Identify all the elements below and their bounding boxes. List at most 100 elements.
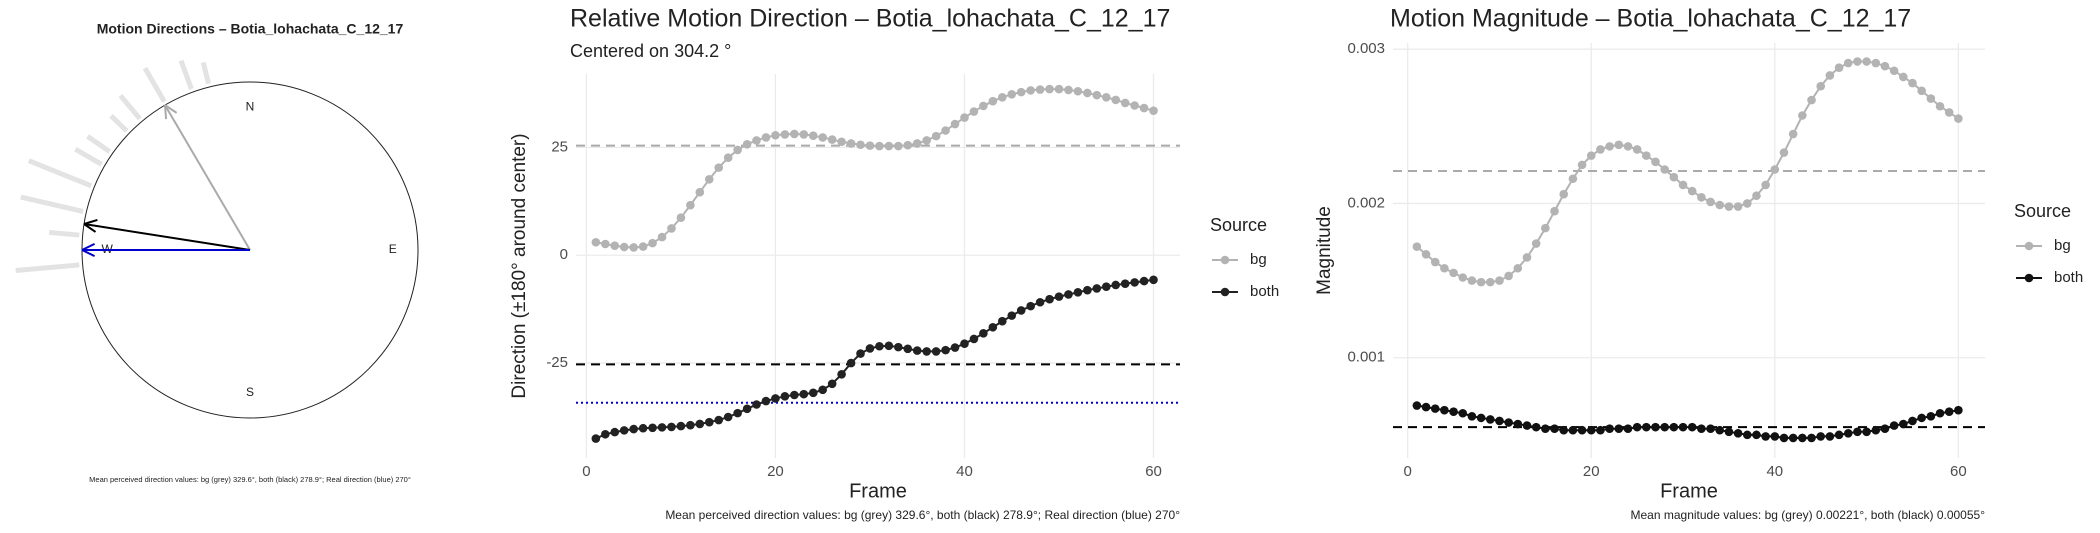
data-point bbox=[657, 232, 667, 242]
data-point bbox=[761, 133, 771, 142]
data-point bbox=[1623, 142, 1633, 151]
data-point bbox=[610, 241, 620, 251]
data-point bbox=[997, 92, 1007, 102]
data-point bbox=[1651, 157, 1660, 167]
data-point bbox=[1476, 413, 1486, 423]
direction-label: N bbox=[246, 99, 255, 113]
data-point bbox=[1541, 424, 1550, 433]
data-point bbox=[1807, 95, 1816, 105]
y-axis-label: Magnitude bbox=[1314, 206, 1335, 295]
data-point bbox=[1458, 408, 1468, 418]
arrow-head bbox=[83, 218, 98, 225]
arrow-head bbox=[164, 104, 178, 114]
data-point bbox=[1733, 429, 1743, 438]
rose-spike bbox=[109, 113, 129, 133]
data-point bbox=[1568, 425, 1578, 435]
data-point bbox=[1697, 424, 1706, 433]
legend-label: both bbox=[2054, 269, 2083, 286]
data-point bbox=[1458, 273, 1468, 282]
data-point bbox=[1871, 425, 1881, 435]
rose-spike bbox=[118, 93, 142, 121]
data-point bbox=[1642, 422, 1651, 432]
rose-spike bbox=[48, 229, 80, 238]
data-point bbox=[1853, 57, 1862, 66]
data-point bbox=[1440, 405, 1449, 415]
data-point bbox=[1954, 114, 1963, 123]
data-point bbox=[894, 342, 903, 352]
data-point bbox=[1026, 86, 1035, 95]
data-point bbox=[1513, 263, 1523, 273]
data-point bbox=[752, 400, 761, 409]
data-point bbox=[837, 137, 846, 147]
data-point bbox=[667, 422, 676, 432]
data-point bbox=[1449, 268, 1458, 278]
data-point bbox=[629, 424, 638, 434]
data-point bbox=[1706, 424, 1715, 433]
data-point bbox=[1485, 415, 1495, 424]
data-point bbox=[1687, 422, 1697, 432]
rose-spike bbox=[200, 61, 211, 85]
data-point bbox=[657, 423, 667, 432]
data-point bbox=[1430, 404, 1440, 413]
data-point bbox=[950, 119, 960, 129]
data-point bbox=[1651, 422, 1660, 432]
data-point bbox=[903, 344, 913, 354]
data-point bbox=[1687, 186, 1697, 196]
data-point bbox=[610, 427, 620, 437]
chart-title: Motion Magnitude – Botia_lohachata_C_12_… bbox=[1390, 5, 1911, 33]
data-point bbox=[1045, 84, 1054, 94]
chart-title: Relative Motion Direction – Botia_lohach… bbox=[570, 5, 1170, 33]
arrow-head bbox=[163, 105, 168, 120]
data-point bbox=[1779, 148, 1789, 157]
data-point bbox=[1541, 223, 1550, 233]
data-point bbox=[1467, 276, 1477, 285]
data-point bbox=[1632, 145, 1642, 154]
data-point bbox=[1843, 58, 1853, 68]
data-point bbox=[1798, 433, 1807, 443]
data-point bbox=[1944, 108, 1954, 117]
data-point bbox=[1669, 172, 1679, 182]
arrow-head bbox=[83, 223, 97, 233]
data-point bbox=[799, 130, 809, 139]
data-point bbox=[704, 174, 714, 184]
data-point bbox=[1559, 189, 1569, 199]
data-point bbox=[1531, 422, 1541, 432]
data-point bbox=[1807, 433, 1816, 443]
data-point bbox=[1724, 427, 1734, 437]
data-point bbox=[790, 129, 799, 139]
data-point bbox=[912, 139, 922, 148]
data-point bbox=[969, 334, 979, 344]
data-point bbox=[1586, 425, 1596, 435]
data-point bbox=[922, 347, 931, 356]
legend-label: bg bbox=[2054, 237, 2071, 254]
data-point bbox=[988, 322, 998, 332]
data-point bbox=[1623, 424, 1633, 433]
data-point bbox=[1111, 95, 1121, 105]
data-point bbox=[1139, 276, 1149, 286]
data-point bbox=[1412, 401, 1422, 410]
data-point bbox=[941, 126, 950, 135]
data-point bbox=[1577, 160, 1587, 170]
data-point bbox=[1944, 407, 1954, 417]
data-point bbox=[1697, 192, 1706, 202]
data-point bbox=[856, 349, 865, 358]
data-point bbox=[1742, 430, 1752, 440]
data-point bbox=[1522, 421, 1532, 430]
x-tick-label: 0 bbox=[1404, 463, 1412, 480]
data-point bbox=[1139, 103, 1149, 113]
data-point bbox=[780, 392, 790, 401]
data-point bbox=[865, 344, 875, 353]
arrow bbox=[83, 223, 251, 251]
data-point bbox=[1752, 191, 1761, 201]
data-point bbox=[1715, 200, 1725, 210]
data-point bbox=[1440, 263, 1449, 273]
data-point bbox=[1834, 63, 1844, 72]
data-point bbox=[1908, 78, 1917, 88]
data-point bbox=[1149, 106, 1158, 115]
data-point bbox=[865, 141, 875, 150]
data-point bbox=[686, 200, 695, 210]
data-point bbox=[714, 163, 724, 172]
legend-label: both bbox=[1250, 283, 1279, 300]
data-point bbox=[875, 141, 884, 151]
